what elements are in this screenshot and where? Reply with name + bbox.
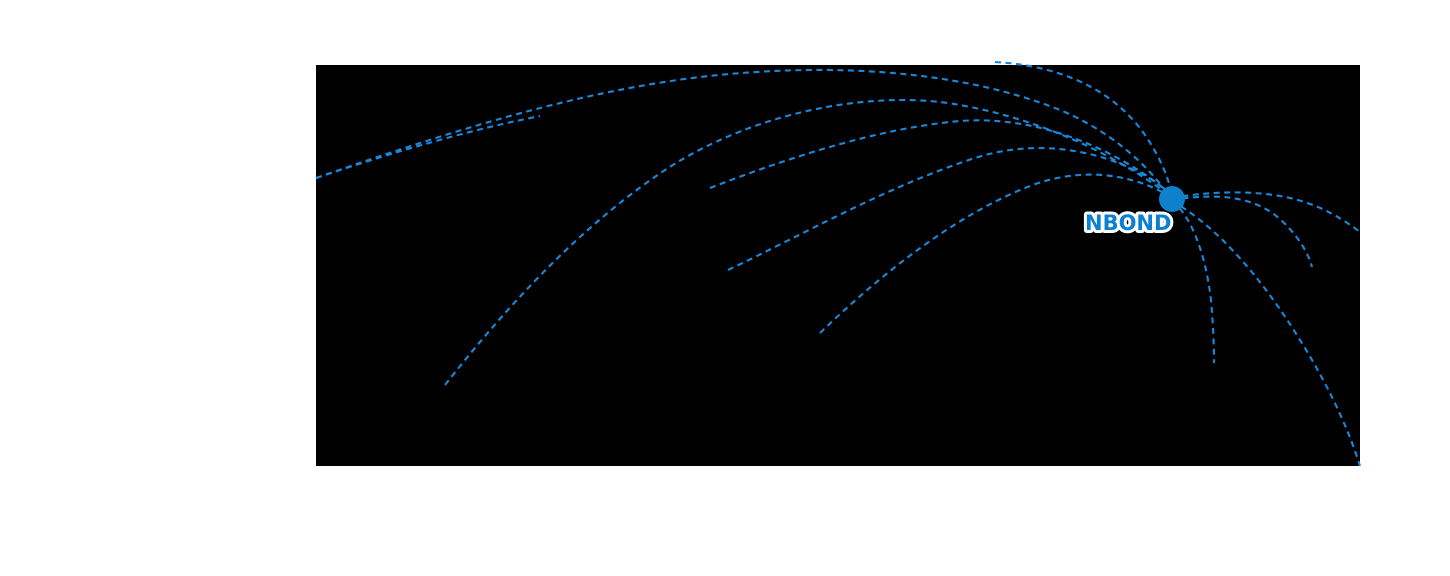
node-label-nbond[interactable]: NBOND [1085,211,1171,235]
plot-background [316,65,1360,466]
route-arcs-layer [315,60,1362,467]
node-label-halo: NBOND [1085,211,1171,235]
route-1 [315,68,1171,198]
route-5 [727,147,1173,271]
route-8 [1171,200,1216,364]
route-9 [1171,200,1362,467]
route-3 [444,98,1171,386]
route-4 [709,119,1173,198]
route-7 [1171,195,1314,268]
node-marker-nbond[interactable] [1159,186,1185,212]
route-10 [1171,191,1361,233]
route-11 [315,114,541,179]
